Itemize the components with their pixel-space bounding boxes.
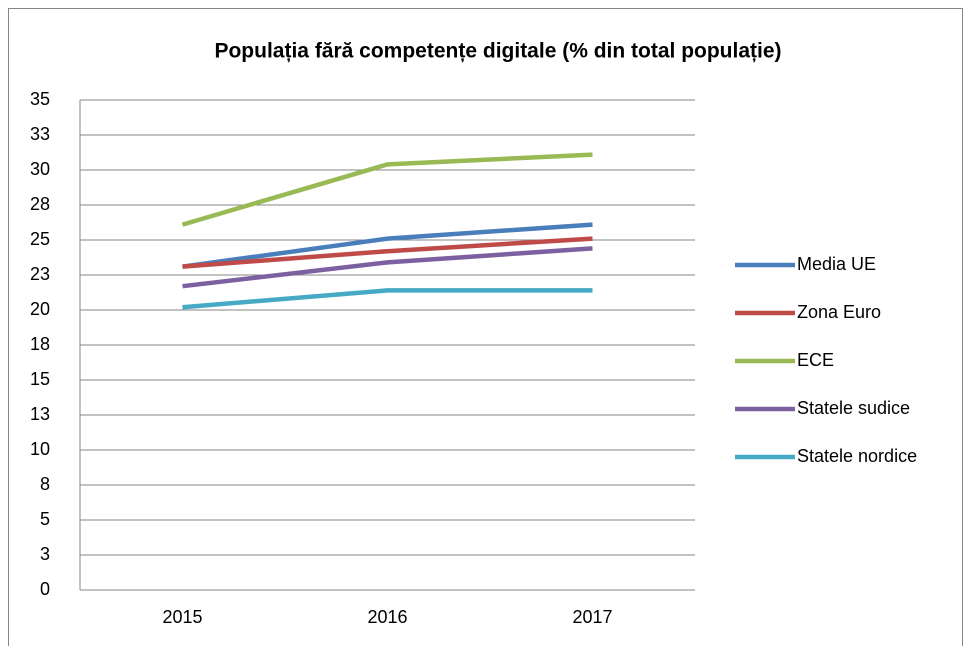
y-tick-label: 25: [30, 229, 50, 249]
legend-label: ECE: [797, 350, 834, 370]
y-tick-label: 23: [30, 264, 50, 284]
y-tick-label: 33: [30, 124, 50, 144]
y-tick-label: 18: [30, 334, 50, 354]
x-tick-label: 2015: [162, 607, 202, 627]
y-tick-label: 8: [40, 474, 50, 494]
legend-label: Statele sudice: [797, 398, 910, 418]
y-tick-label: 3: [40, 544, 50, 564]
series-line: [182, 222, 593, 269]
y-tick-label: 0: [40, 579, 50, 599]
chart-title: Populația fără competențe digitale (% di…: [214, 40, 781, 63]
legend-label: Media UE: [797, 254, 876, 274]
y-tick-label: 5: [40, 509, 50, 529]
y-tick-label: 10: [30, 439, 50, 459]
y-tick-label: 15: [30, 369, 50, 389]
y-tick-label: 35: [30, 89, 50, 109]
series-line: [181, 152, 593, 227]
y-tick-label: 30: [30, 159, 50, 179]
legend-label: Statele nordice: [797, 446, 917, 466]
x-tick-label: 2017: [572, 607, 612, 627]
series-line: [182, 246, 593, 289]
y-tick-label: 20: [30, 299, 50, 319]
y-tick-label: 13: [30, 404, 50, 424]
chart-border: [8, 8, 963, 651]
x-tick-label: 2016: [367, 607, 407, 627]
y-tick-label: 28: [30, 194, 50, 214]
series-line: [182, 288, 593, 310]
series-line: [182, 236, 593, 269]
legend-label: Zona Euro: [797, 302, 881, 322]
